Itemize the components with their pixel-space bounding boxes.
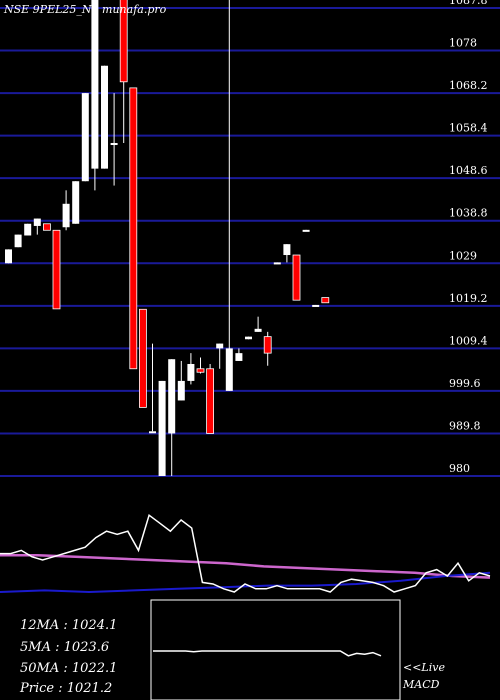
candle-body (62, 203, 70, 228)
macd-label-line-1: <<Live (403, 661, 445, 674)
chart-title: NSE 9PEL25_N0 munafa.pro (3, 3, 167, 16)
indicator-blue-line (0, 571, 491, 594)
candle-body (24, 223, 32, 236)
y-axis-labels: 1087.8 1078 1068.2 1058.4 1048.6 1038.8 1029 10… (449, 0, 488, 475)
candle-body (33, 218, 41, 226)
candle-body (235, 353, 243, 361)
candle-body (52, 229, 61, 310)
y-tick-label: 1048.6 (449, 164, 488, 177)
candle-body (273, 262, 281, 265)
candle-body (5, 249, 12, 264)
indicator-white-line (0, 513, 491, 593)
candle-body (119, 0, 128, 83)
candle-body (187, 363, 195, 381)
candle-body (72, 181, 80, 224)
candle-body (91, 0, 99, 169)
macd-label-line-2: MACD (402, 678, 440, 691)
candle-body (43, 223, 51, 231)
y-tick-label: 1029 (449, 249, 477, 262)
candle-body (283, 244, 291, 256)
legend-entry: 50MA : 1022.1 (20, 661, 117, 676)
moving-average-legend: 12MA : 1024.1 5MA : 1023.6 50MA : 1022.1 Pr… (19, 618, 117, 696)
candle-body (254, 328, 262, 332)
candle-body (177, 380, 185, 401)
y-tick-label: 989.8 (449, 419, 481, 432)
indicator-panel (0, 513, 491, 594)
candle-body (216, 343, 224, 349)
candle-body (81, 93, 89, 182)
candle-body (14, 234, 22, 248)
candle-body (168, 359, 176, 434)
candles (5, 0, 330, 476)
indicator-magenta-line (0, 553, 491, 579)
candle-body (225, 348, 233, 391)
y-tick-label: 1009.4 (449, 334, 488, 347)
macd-lines (153, 650, 382, 657)
y-tick-label: 1068.2 (449, 79, 488, 92)
legend-entry: Price : 1021.2 (19, 681, 112, 696)
candle-body (292, 254, 301, 301)
macd-label: <<Live MACD (402, 661, 448, 691)
legend-entry: 5MA : 1023.6 (20, 640, 109, 655)
candle-body (302, 229, 310, 232)
candle-body (138, 308, 147, 408)
candle-body (312, 304, 320, 307)
candle-body (158, 380, 166, 476)
candle-body (321, 297, 330, 304)
candle-body (245, 336, 252, 340)
candle-body (196, 368, 205, 373)
y-tick-label: 999.6 (449, 377, 481, 390)
y-tick-label: 1038.8 (449, 207, 488, 220)
y-tick-label: 980 (449, 462, 470, 475)
y-tick-label: 1087.8 (449, 0, 488, 7)
y-tick-label: 1078 (449, 37, 477, 50)
y-tick-label: 1058.4 (449, 122, 488, 135)
candle-body (263, 336, 272, 354)
legend-entry: 12MA : 1024.1 (20, 618, 117, 633)
candle-body (101, 65, 108, 169)
candle-body (206, 368, 215, 434)
y-tick-label: 1019.2 (449, 292, 488, 305)
grid-lines (0, 7, 500, 477)
candle-body (149, 431, 156, 434)
candle-body (129, 87, 138, 370)
candle-body (110, 143, 118, 146)
macd-line (153, 650, 382, 657)
macd-box (150, 599, 401, 700)
